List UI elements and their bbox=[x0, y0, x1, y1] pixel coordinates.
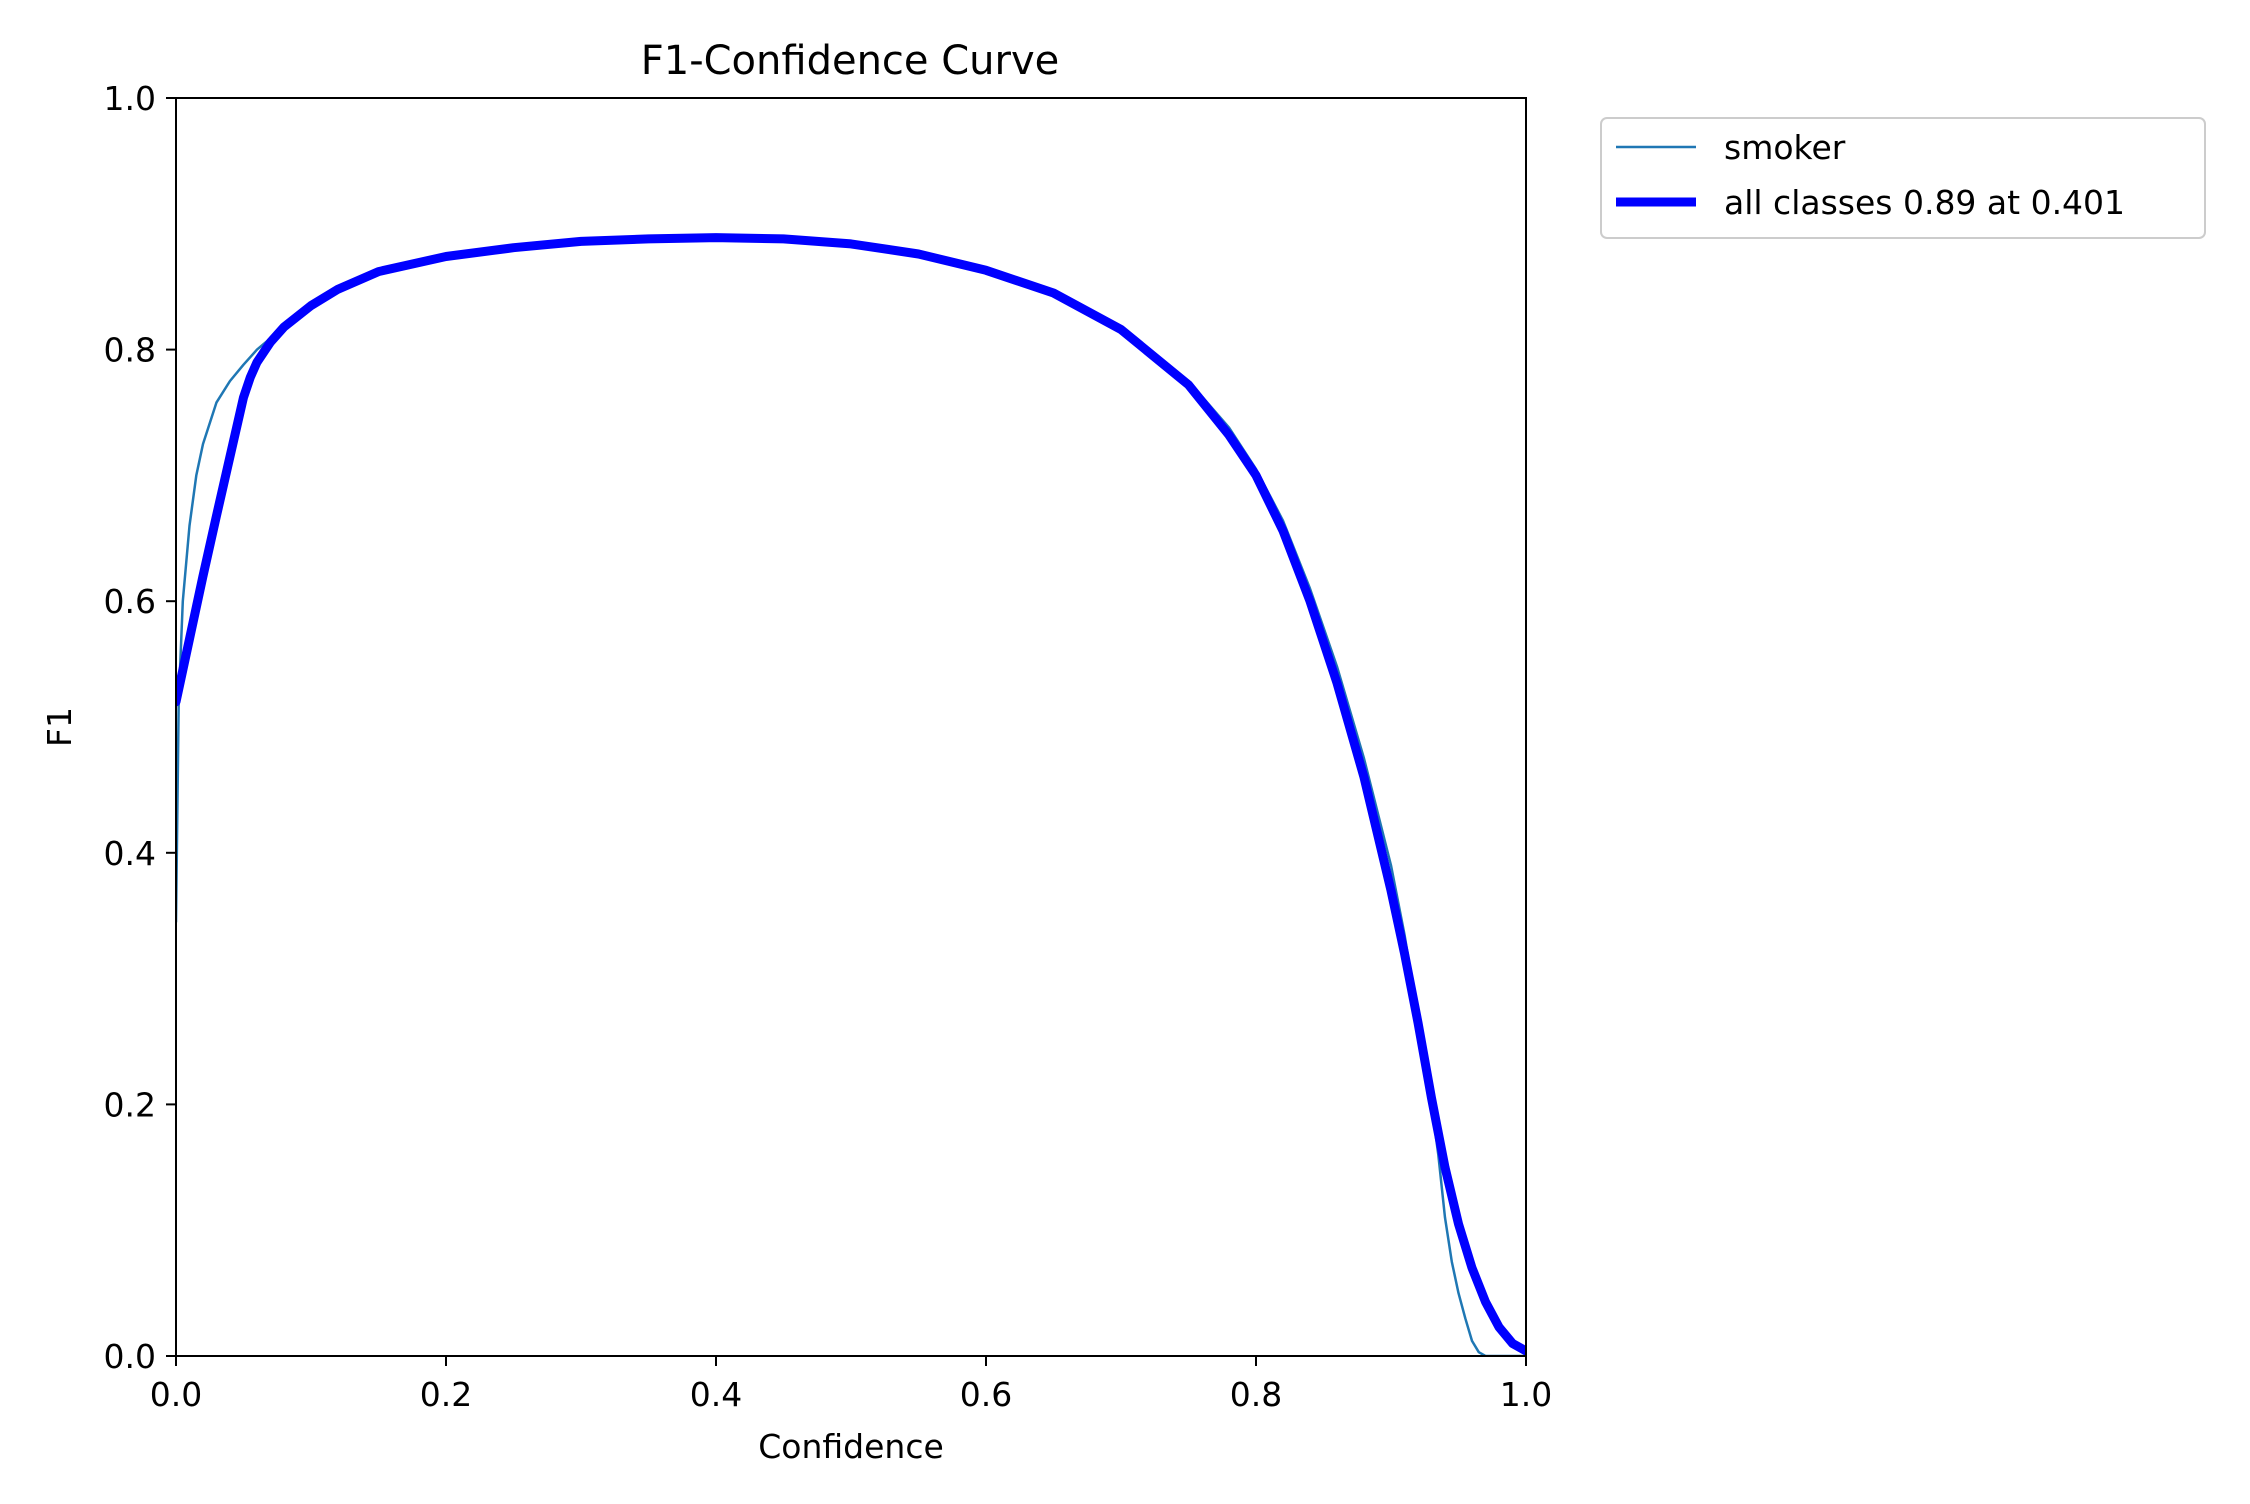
x-axis: 0.0 0.2 0.4 0.6 0.8 1.0 bbox=[150, 1356, 1552, 1414]
x-axis-label: Confidence bbox=[758, 1427, 944, 1466]
y-axis-label: F1 bbox=[40, 707, 79, 747]
legend-label-all-classes: all classes 0.89 at 0.401 bbox=[1724, 183, 2125, 222]
x-tick-label: 0.8 bbox=[1230, 1375, 1282, 1414]
x-tick-label: 0.2 bbox=[420, 1375, 472, 1414]
series-line-all-classes bbox=[176, 233, 1526, 1356]
legend: smoker all classes 0.89 at 0.401 bbox=[1600, 117, 2206, 239]
y-tick-label: 0.8 bbox=[104, 331, 156, 370]
y-tick-label: 0.4 bbox=[104, 834, 156, 873]
y-tick-label: 0.2 bbox=[104, 1085, 156, 1124]
y-tick-label: 0.0 bbox=[104, 1337, 156, 1376]
y-tick-label: 1.0 bbox=[104, 79, 156, 118]
x-tick-label: 0.0 bbox=[150, 1375, 202, 1414]
x-tick-label: 0.6 bbox=[960, 1375, 1012, 1414]
y-axis: 0.0 0.2 0.4 0.6 0.8 1.0 bbox=[104, 79, 176, 1376]
plot-area bbox=[175, 97, 1527, 1357]
y-tick-label: 0.6 bbox=[104, 582, 156, 621]
chart-title: F1-Confidence Curve bbox=[641, 38, 1060, 84]
legend-frame bbox=[1600, 117, 2206, 239]
legend-label-smoker: smoker bbox=[1724, 128, 1846, 167]
series-group bbox=[176, 233, 1526, 1356]
x-tick-label: 1.0 bbox=[1500, 1375, 1552, 1414]
x-tick-label: 0.4 bbox=[690, 1375, 742, 1414]
plot-frame bbox=[175, 97, 1527, 1357]
